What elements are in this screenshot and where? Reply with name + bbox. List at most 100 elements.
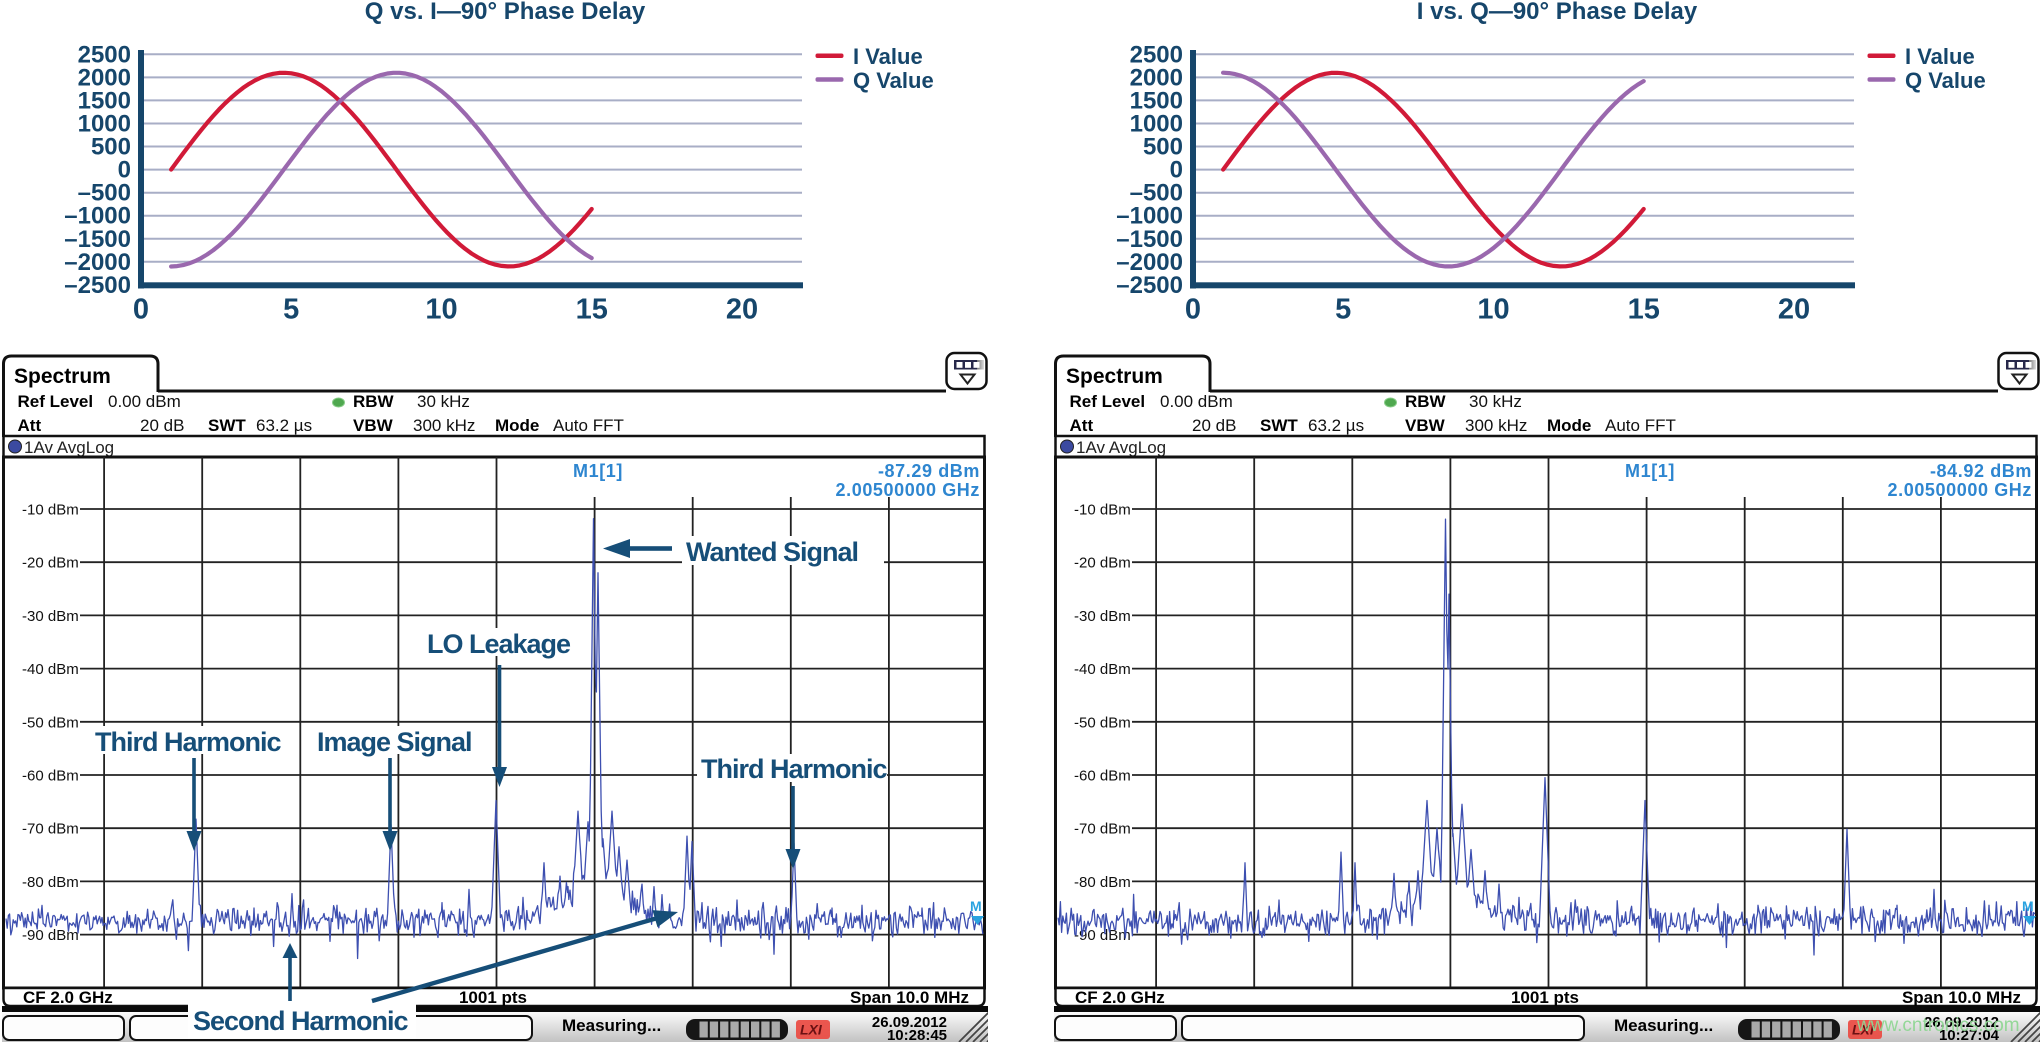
svg-text:-40 dBm: -40 dBm (22, 661, 79, 678)
svg-text:5: 5 (283, 294, 299, 326)
svg-text:-40 dBm: -40 dBm (1074, 661, 1131, 678)
svg-text:20 dB: 20 dB (1192, 416, 1236, 435)
svg-text:26.09.2012: 26.09.2012 (1924, 1014, 1999, 1031)
svg-text:–1000: –1000 (64, 203, 131, 230)
svg-text:2000: 2000 (78, 64, 131, 91)
svg-text:Q vs. I—90° Phase Delay: Q vs. I—90° Phase Delay (365, 0, 646, 25)
svg-text:Ref Level: Ref Level (18, 392, 94, 411)
svg-text:-20 dBm: -20 dBm (22, 555, 79, 572)
svg-text:10: 10 (1477, 294, 1509, 326)
svg-text:Spectrum: Spectrum (14, 365, 111, 388)
svg-text:-87.29 dBm: -87.29 dBm (878, 461, 980, 481)
svg-text:0.00 dBm: 0.00 dBm (1160, 392, 1233, 411)
svg-text:-80 dBm: -80 dBm (22, 874, 79, 891)
svg-text:Measuring...: Measuring... (1614, 1016, 1713, 1035)
svg-text:-90 dBm: -90 dBm (22, 927, 79, 944)
svg-text:I Value: I Value (1905, 44, 1975, 69)
svg-text:CF 2.0 GHz: CF 2.0 GHz (23, 988, 113, 1007)
svg-text:1000: 1000 (1130, 111, 1183, 138)
svg-text:1500: 1500 (78, 87, 131, 114)
svg-text:Wanted Signal: Wanted Signal (686, 537, 858, 567)
svg-text:Auto FFT: Auto FFT (1605, 416, 1676, 435)
svg-text:–1500: –1500 (64, 226, 131, 253)
svg-text:2500: 2500 (78, 41, 131, 68)
svg-text:300 kHz: 300 kHz (1465, 416, 1527, 435)
svg-text:10:28:45: 10:28:45 (887, 1027, 947, 1042)
svg-text:Third Harmonic: Third Harmonic (701, 754, 888, 784)
svg-text:Auto FFT: Auto FFT (553, 416, 624, 435)
svg-text:I Value: I Value (853, 44, 923, 69)
svg-text:63.2 µs: 63.2 µs (1308, 416, 1364, 435)
svg-text:-84.92 dBm: -84.92 dBm (1930, 461, 2032, 481)
svg-text:15: 15 (576, 294, 608, 326)
svg-text:–2500: –2500 (1116, 272, 1183, 299)
svg-text:10:27:04: 10:27:04 (1939, 1027, 2000, 1042)
svg-text:SWT: SWT (208, 416, 246, 435)
svg-text:–500: –500 (1130, 180, 1183, 207)
svg-text:RBW: RBW (1405, 392, 1447, 411)
svg-text:SWT: SWT (1260, 416, 1298, 435)
svg-text:2000: 2000 (1130, 64, 1183, 91)
svg-text:Ref Level: Ref Level (1070, 392, 1146, 411)
svg-text:1001 pts: 1001 pts (1511, 988, 1579, 1007)
svg-text:-60 dBm: -60 dBm (1074, 768, 1131, 785)
svg-text:Third Harmonic: Third Harmonic (95, 727, 282, 757)
svg-text:0: 0 (133, 294, 149, 326)
svg-text:Mode: Mode (495, 416, 539, 435)
svg-text:30 kHz: 30 kHz (417, 392, 470, 411)
svg-text:Measuring...: Measuring... (562, 1016, 661, 1035)
svg-text:2500: 2500 (1130, 41, 1183, 68)
svg-text:-70 dBm: -70 dBm (22, 821, 79, 838)
svg-text:I vs. Q—90° Phase Delay: I vs. Q—90° Phase Delay (1417, 0, 1698, 25)
svg-text:–2000: –2000 (1116, 249, 1183, 276)
svg-text:-10 dBm: -10 dBm (1074, 502, 1131, 519)
svg-text:–1000: –1000 (1116, 203, 1183, 230)
svg-text:20: 20 (726, 294, 758, 326)
svg-text:M: M (970, 898, 982, 914)
svg-text:10: 10 (425, 294, 457, 326)
svg-text:15: 15 (1628, 294, 1660, 326)
svg-text:-10 dBm: -10 dBm (22, 502, 79, 519)
svg-text:Span 10.0 MHz: Span 10.0 MHz (850, 988, 969, 1007)
svg-text:1001 pts: 1001 pts (459, 988, 527, 1007)
svg-text:-50 dBm: -50 dBm (1074, 714, 1131, 731)
svg-text:Spectrum: Spectrum (1066, 365, 1163, 388)
svg-text:Second Harmonic: Second Harmonic (193, 1006, 409, 1036)
svg-text:–1500: –1500 (1116, 226, 1183, 253)
svg-text:1500: 1500 (1130, 87, 1183, 114)
svg-text:Mode: Mode (1547, 416, 1591, 435)
svg-text:26.09.2012: 26.09.2012 (872, 1014, 947, 1031)
svg-text:VBW: VBW (1405, 416, 1446, 435)
svg-text:1Av AvgLog: 1Av AvgLog (1076, 438, 1166, 457)
svg-text:-20 dBm: -20 dBm (1074, 555, 1131, 572)
svg-text:63.2 µs: 63.2 µs (256, 416, 312, 435)
svg-text:LXI: LXI (800, 1022, 823, 1038)
svg-text:VBW: VBW (353, 416, 394, 435)
svg-text:-50 dBm: -50 dBm (22, 714, 79, 731)
svg-text:500: 500 (91, 134, 131, 161)
svg-text:0: 0 (1185, 294, 1201, 326)
svg-text:-90 dBm: -90 dBm (1074, 927, 1131, 944)
svg-text:RBW: RBW (353, 392, 395, 411)
svg-text:-70 dBm: -70 dBm (1074, 821, 1131, 838)
svg-text:500: 500 (1143, 134, 1183, 161)
svg-text:M1[1]: M1[1] (573, 461, 623, 481)
svg-text:20 dB: 20 dB (140, 416, 184, 435)
svg-text:M1[1]: M1[1] (1625, 461, 1675, 481)
svg-text:–500: –500 (78, 180, 131, 207)
svg-text:300 kHz: 300 kHz (413, 416, 475, 435)
svg-text:M: M (2022, 898, 2034, 914)
svg-text:Att: Att (18, 416, 42, 435)
svg-text:2.00500000 GHz: 2.00500000 GHz (1888, 480, 2033, 500)
svg-text:-80 dBm: -80 dBm (1074, 874, 1131, 891)
svg-text:0.00 dBm: 0.00 dBm (108, 392, 181, 411)
svg-text:0: 0 (1170, 157, 1183, 184)
svg-text:30 kHz: 30 kHz (1469, 392, 1522, 411)
svg-text:0: 0 (118, 157, 131, 184)
svg-text:LXI: LXI (1852, 1022, 1875, 1038)
svg-text:–2500: –2500 (64, 272, 131, 299)
svg-text:Image Signal: Image Signal (317, 727, 472, 757)
svg-text:Q Value: Q Value (853, 68, 934, 93)
svg-text:2.00500000 GHz: 2.00500000 GHz (836, 480, 981, 500)
svg-text:1000: 1000 (78, 111, 131, 138)
